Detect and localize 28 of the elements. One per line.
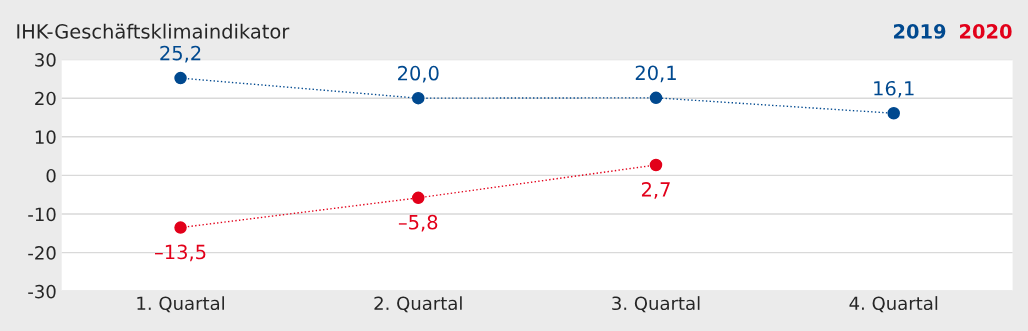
point (649, 158, 663, 172)
y-tick-label: -10 (28, 207, 56, 222)
data-label: –5,8 (398, 214, 438, 232)
point (412, 91, 425, 105)
data-label: 20,0 (398, 65, 439, 83)
point (887, 107, 900, 120)
y-tick-label: -30 (28, 284, 56, 299)
y-tick-label: 10 (35, 130, 56, 144)
x-tick-label: 3. Quartal (612, 296, 700, 313)
data-label: –13,5 (154, 244, 206, 262)
data-label: 25,2 (160, 45, 201, 63)
x-tick-label: 2. Quartal (374, 296, 462, 313)
chart-title: IHK-Geschäftsklimaindikator (17, 23, 290, 39)
point (174, 71, 187, 85)
x-tick-label: 4. Quartal (849, 296, 938, 313)
text: 2019 (894, 24, 946, 39)
y-tick-label: 0 (46, 168, 56, 183)
data-label: 2,7 (641, 182, 670, 199)
text: 2020 (960, 24, 1012, 39)
data-label: 16,1 (874, 80, 914, 98)
y-tick-label: 30 (35, 53, 56, 67)
point (174, 221, 187, 234)
y-tick-label: -20 (28, 246, 56, 260)
x-tick-label: 1. Quartal (137, 296, 224, 313)
point (412, 191, 425, 205)
y-tick-label: 20 (35, 91, 56, 106)
point (649, 91, 663, 105)
data-label: 20,1 (635, 65, 676, 83)
